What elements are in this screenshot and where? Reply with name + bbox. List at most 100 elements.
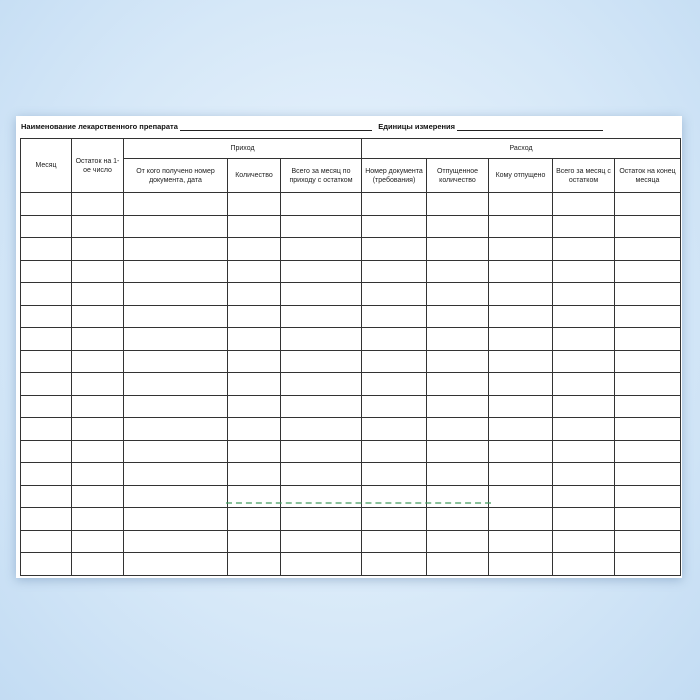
table-cell[interactable] bbox=[614, 462, 681, 486]
table-cell[interactable] bbox=[614, 439, 681, 463]
table-cell[interactable] bbox=[614, 349, 681, 373]
table-cell[interactable] bbox=[426, 439, 489, 463]
table-cell[interactable] bbox=[227, 327, 281, 351]
table-cell[interactable] bbox=[426, 259, 489, 283]
table-cell[interactable] bbox=[20, 372, 72, 396]
table-cell[interactable] bbox=[552, 349, 615, 373]
table-cell[interactable] bbox=[426, 192, 489, 216]
table-cell[interactable] bbox=[361, 192, 427, 216]
table-cell[interactable] bbox=[227, 394, 281, 418]
table-cell[interactable] bbox=[71, 372, 124, 396]
table-cell[interactable] bbox=[20, 327, 72, 351]
table-cell[interactable] bbox=[426, 327, 489, 351]
table-cell[interactable] bbox=[426, 304, 489, 328]
table-cell[interactable] bbox=[227, 552, 281, 576]
table-cell[interactable] bbox=[20, 282, 72, 306]
table-cell[interactable] bbox=[488, 259, 553, 283]
table-cell[interactable] bbox=[280, 237, 362, 261]
table-cell[interactable] bbox=[552, 484, 615, 508]
table-cell[interactable] bbox=[361, 282, 427, 306]
table-cell[interactable] bbox=[227, 259, 281, 283]
table-cell[interactable] bbox=[552, 462, 615, 486]
table-cell[interactable] bbox=[227, 192, 281, 216]
table-cell[interactable] bbox=[488, 484, 553, 508]
table-cell[interactable] bbox=[123, 394, 228, 418]
table-cell[interactable] bbox=[614, 394, 681, 418]
table-cell[interactable] bbox=[280, 282, 362, 306]
table-cell[interactable] bbox=[20, 484, 72, 508]
table-cell[interactable] bbox=[488, 552, 553, 576]
table-cell[interactable] bbox=[280, 462, 362, 486]
table-cell[interactable] bbox=[488, 439, 553, 463]
table-cell[interactable] bbox=[20, 259, 72, 283]
table-cell[interactable] bbox=[123, 304, 228, 328]
table-cell[interactable] bbox=[488, 192, 553, 216]
table-cell[interactable] bbox=[280, 327, 362, 351]
table-cell[interactable] bbox=[123, 372, 228, 396]
table-cell[interactable] bbox=[614, 417, 681, 441]
table-cell[interactable] bbox=[426, 529, 489, 553]
table-cell[interactable] bbox=[227, 304, 281, 328]
table-cell[interactable] bbox=[123, 529, 228, 553]
table-cell[interactable] bbox=[20, 529, 72, 553]
table-cell[interactable] bbox=[552, 282, 615, 306]
table-cell[interactable] bbox=[71, 304, 124, 328]
table-cell[interactable] bbox=[361, 394, 427, 418]
table-cell[interactable] bbox=[71, 282, 124, 306]
table-cell[interactable] bbox=[552, 327, 615, 351]
table-cell[interactable] bbox=[227, 529, 281, 553]
table-cell[interactable] bbox=[71, 192, 124, 216]
table-cell[interactable] bbox=[552, 417, 615, 441]
table-cell[interactable] bbox=[227, 372, 281, 396]
table-cell[interactable] bbox=[614, 304, 681, 328]
table-cell[interactable] bbox=[614, 214, 681, 238]
table-cell[interactable] bbox=[227, 237, 281, 261]
table-cell[interactable] bbox=[361, 214, 427, 238]
table-cell[interactable] bbox=[488, 237, 553, 261]
table-cell[interactable] bbox=[71, 462, 124, 486]
table-cell[interactable] bbox=[426, 372, 489, 396]
table-cell[interactable] bbox=[614, 552, 681, 576]
table-cell[interactable] bbox=[488, 327, 553, 351]
table-cell[interactable] bbox=[71, 394, 124, 418]
table-cell[interactable] bbox=[71, 259, 124, 283]
table-cell[interactable] bbox=[71, 552, 124, 576]
table-cell[interactable] bbox=[280, 484, 362, 508]
table-cell[interactable] bbox=[280, 372, 362, 396]
table-cell[interactable] bbox=[361, 552, 427, 576]
table-cell[interactable] bbox=[361, 259, 427, 283]
table-cell[interactable] bbox=[123, 259, 228, 283]
table-cell[interactable] bbox=[488, 394, 553, 418]
table-cell[interactable] bbox=[123, 507, 228, 531]
table-cell[interactable] bbox=[488, 372, 553, 396]
table-cell[interactable] bbox=[123, 192, 228, 216]
table-cell[interactable] bbox=[488, 462, 553, 486]
table-cell[interactable] bbox=[361, 349, 427, 373]
table-cell[interactable] bbox=[552, 192, 615, 216]
table-cell[interactable] bbox=[123, 237, 228, 261]
table-cell[interactable] bbox=[280, 439, 362, 463]
table-cell[interactable] bbox=[280, 417, 362, 441]
table-cell[interactable] bbox=[361, 462, 427, 486]
table-cell[interactable] bbox=[20, 349, 72, 373]
table-cell[interactable] bbox=[488, 417, 553, 441]
units-field[interactable] bbox=[457, 122, 604, 131]
table-cell[interactable] bbox=[227, 484, 281, 508]
table-cell[interactable] bbox=[614, 327, 681, 351]
table-cell[interactable] bbox=[123, 462, 228, 486]
table-cell[interactable] bbox=[552, 529, 615, 553]
table-cell[interactable] bbox=[20, 304, 72, 328]
table-cell[interactable] bbox=[71, 439, 124, 463]
table-cell[interactable] bbox=[552, 237, 615, 261]
table-cell[interactable] bbox=[20, 237, 72, 261]
table-cell[interactable] bbox=[280, 507, 362, 531]
table-cell[interactable] bbox=[227, 282, 281, 306]
table-cell[interactable] bbox=[552, 507, 615, 531]
table-cell[interactable] bbox=[361, 372, 427, 396]
table-cell[interactable] bbox=[280, 394, 362, 418]
table-cell[interactable] bbox=[426, 237, 489, 261]
table-cell[interactable] bbox=[488, 304, 553, 328]
table-cell[interactable] bbox=[552, 439, 615, 463]
table-cell[interactable] bbox=[361, 529, 427, 553]
table-cell[interactable] bbox=[614, 507, 681, 531]
